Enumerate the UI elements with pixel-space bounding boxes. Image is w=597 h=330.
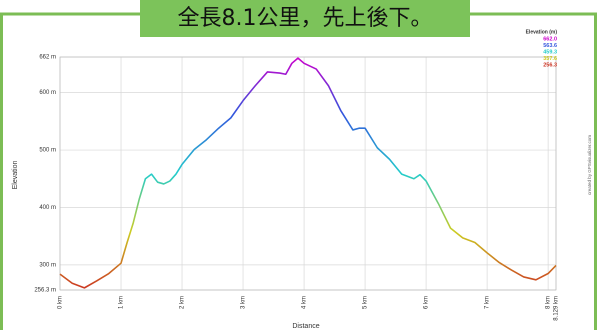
legend-entry: 662.0 xyxy=(543,36,557,42)
banner: 全長8.1公里，先上後下。 xyxy=(178,6,433,31)
credit: created by GPSvisualizer.com xyxy=(587,135,592,195)
x-tick-label: 0 km xyxy=(58,296,64,309)
x-tick-label: 6 km xyxy=(424,296,430,309)
elevation-line xyxy=(59,57,557,289)
y-tick-label: 256.3 m xyxy=(34,288,56,294)
y-tick-label: 300 m xyxy=(39,262,56,268)
x-tick-label: 2 km xyxy=(180,296,186,309)
legend-title: Elevation (m) xyxy=(526,29,558,35)
legend-entry: 256.3 xyxy=(543,62,557,68)
plot-border xyxy=(59,56,557,291)
y-tick-label: 400 m xyxy=(39,205,56,211)
x-axis-label: Distance xyxy=(292,323,319,330)
legend-entry: 459.3 xyxy=(543,49,557,55)
x-tick-label: 5 km xyxy=(363,296,369,309)
x-tick-label: 8.129 km xyxy=(554,296,560,321)
x-tick-label: 8 km xyxy=(546,296,552,309)
x-tick-label: 4 km xyxy=(302,296,308,309)
legend-entry: 563.6 xyxy=(543,43,557,49)
y-tick-label: 662 m xyxy=(39,55,56,61)
x-tick-label: 7 km xyxy=(485,296,491,309)
frame xyxy=(0,12,597,330)
x-tick-label: 3 km xyxy=(241,296,247,309)
x-tick-label: 1 km xyxy=(119,296,125,309)
legend-entry: 357.6 xyxy=(543,56,557,62)
y-axis-label: Elevation xyxy=(12,160,19,189)
y-tick-label: 500 m xyxy=(39,148,56,154)
banner-box xyxy=(140,0,470,37)
y-tick-label: 600 m xyxy=(39,90,56,96)
